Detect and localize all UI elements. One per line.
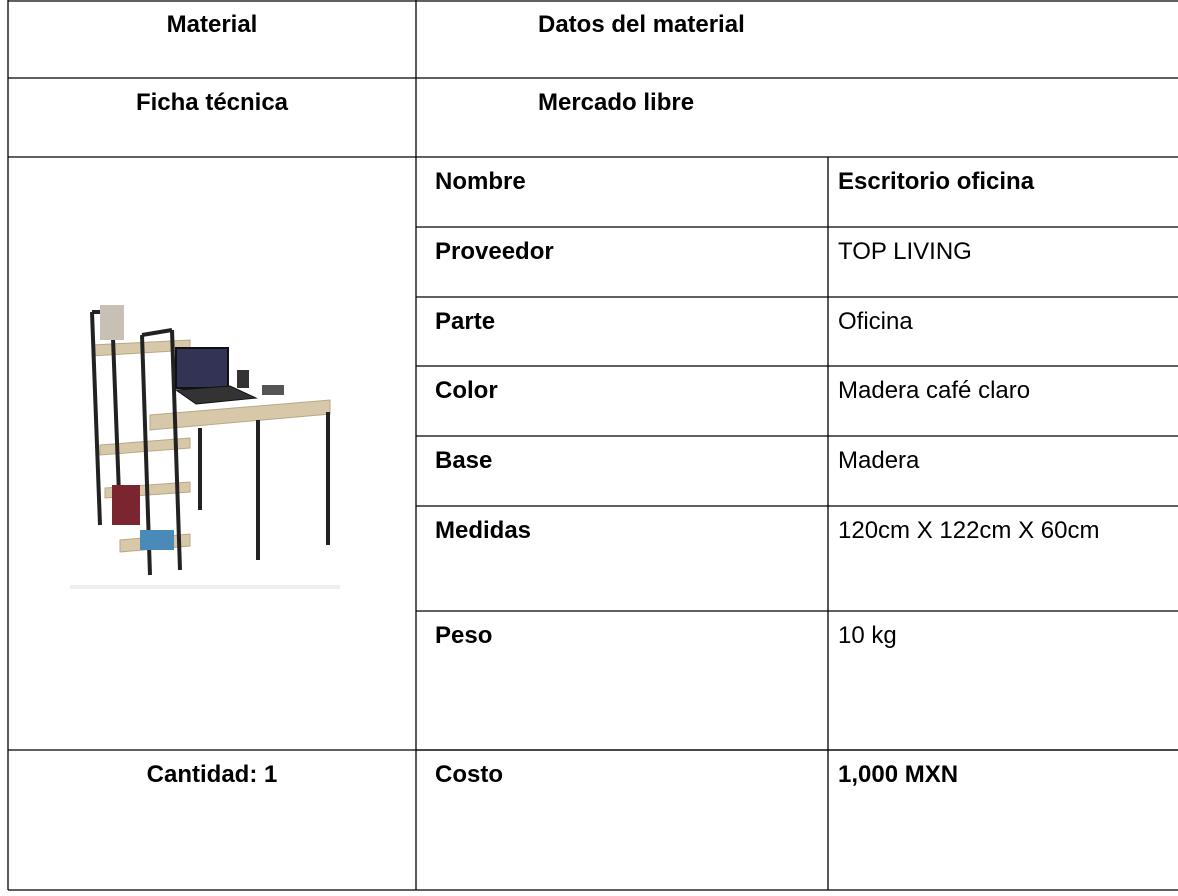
cell-text: Madera (838, 447, 920, 474)
cell-text: Oficina (838, 308, 913, 335)
cell-text: Datos del material (538, 11, 745, 38)
cell-text: Parte (435, 308, 496, 335)
cell-text: 1,000 MXN (838, 761, 959, 788)
cell-text: Cantidad: 1 (146, 761, 278, 788)
cell-text: Proveedor (435, 238, 554, 265)
cell-text: 120cm X 122cm X 60cm (838, 517, 1100, 544)
cell-text: Nombre (435, 168, 526, 195)
cell-text: TOP LIVING (838, 238, 972, 265)
cell-text: Costo (435, 761, 503, 788)
cell-text: Madera café claro (838, 377, 1031, 404)
cell-text: Escritorio oficina (838, 168, 1035, 195)
cell-text: Mercado libre (538, 89, 695, 116)
cell-text: 10 kg (838, 622, 897, 649)
desk-image (70, 305, 340, 589)
cell-text: Ficha técnica (135, 89, 289, 116)
cell-text: Medidas (435, 517, 532, 544)
cell-text: Material (166, 11, 258, 38)
cell-text: Peso (435, 622, 493, 649)
cell-text: Base (435, 447, 493, 474)
cell-text: Color (435, 377, 498, 404)
